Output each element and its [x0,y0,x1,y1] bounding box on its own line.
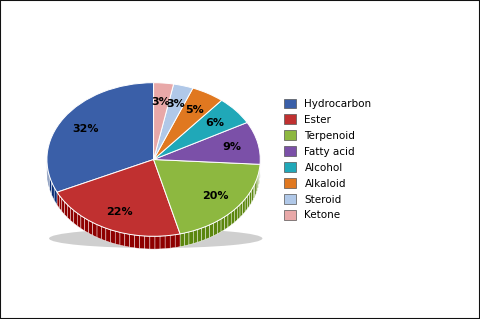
Polygon shape [165,235,170,249]
Polygon shape [240,202,243,217]
Polygon shape [255,181,256,197]
Polygon shape [234,207,237,223]
Polygon shape [252,187,253,203]
Text: 20%: 20% [202,191,228,201]
Polygon shape [74,211,77,226]
Polygon shape [57,192,60,208]
Polygon shape [214,221,217,236]
Wedge shape [154,100,247,160]
Polygon shape [89,220,93,235]
Polygon shape [210,223,214,238]
Polygon shape [135,235,140,249]
Text: 22%: 22% [106,207,133,217]
Polygon shape [237,204,240,220]
Polygon shape [245,196,247,212]
Text: 9%: 9% [222,142,241,152]
Polygon shape [130,234,135,248]
Polygon shape [62,199,64,215]
Text: 6%: 6% [206,118,225,128]
Wedge shape [154,122,260,164]
Polygon shape [231,210,234,225]
Polygon shape [93,223,97,237]
Wedge shape [154,83,174,160]
Polygon shape [110,230,115,244]
Wedge shape [47,83,154,192]
Polygon shape [180,233,185,247]
Polygon shape [54,187,57,205]
Polygon shape [68,205,71,220]
Wedge shape [57,160,180,236]
Polygon shape [250,190,252,206]
Polygon shape [155,236,160,249]
Polygon shape [189,231,193,245]
Polygon shape [115,231,120,245]
Polygon shape [85,218,89,233]
Wedge shape [154,84,193,160]
Polygon shape [150,236,155,249]
Polygon shape [225,215,228,230]
Polygon shape [48,172,50,190]
Text: 3%: 3% [167,99,185,109]
Polygon shape [71,208,74,223]
Polygon shape [52,182,54,200]
Polygon shape [64,202,68,218]
Polygon shape [217,219,221,234]
Polygon shape [106,228,110,242]
Polygon shape [243,199,245,215]
Polygon shape [145,236,150,249]
Polygon shape [198,228,202,242]
Legend: Hydrocarbon, Ester, Terpenoid, Fatty acid, Alcohol, Alkaloid, Steroid, Ketone: Hydrocarbon, Ester, Terpenoid, Fatty aci… [284,99,372,220]
Polygon shape [257,174,258,190]
Polygon shape [60,196,62,211]
Polygon shape [50,177,52,195]
Polygon shape [97,225,101,239]
Polygon shape [175,234,180,248]
Polygon shape [253,184,255,200]
Text: 3%: 3% [152,97,170,107]
Polygon shape [170,235,175,248]
Polygon shape [81,216,85,231]
Polygon shape [160,236,165,249]
Wedge shape [154,160,260,234]
Text: 32%: 32% [73,124,99,134]
Polygon shape [185,232,189,246]
Polygon shape [101,226,106,241]
Wedge shape [154,88,222,160]
Polygon shape [206,225,210,239]
Polygon shape [202,226,206,241]
Polygon shape [125,234,130,247]
Polygon shape [221,217,225,232]
Polygon shape [247,193,250,209]
Polygon shape [120,232,125,246]
Polygon shape [140,236,145,249]
Ellipse shape [49,229,263,248]
Polygon shape [256,177,257,194]
Polygon shape [258,171,259,187]
Polygon shape [77,213,81,228]
Polygon shape [193,229,198,244]
Text: 5%: 5% [185,105,204,115]
Polygon shape [228,212,231,227]
Polygon shape [259,168,260,184]
